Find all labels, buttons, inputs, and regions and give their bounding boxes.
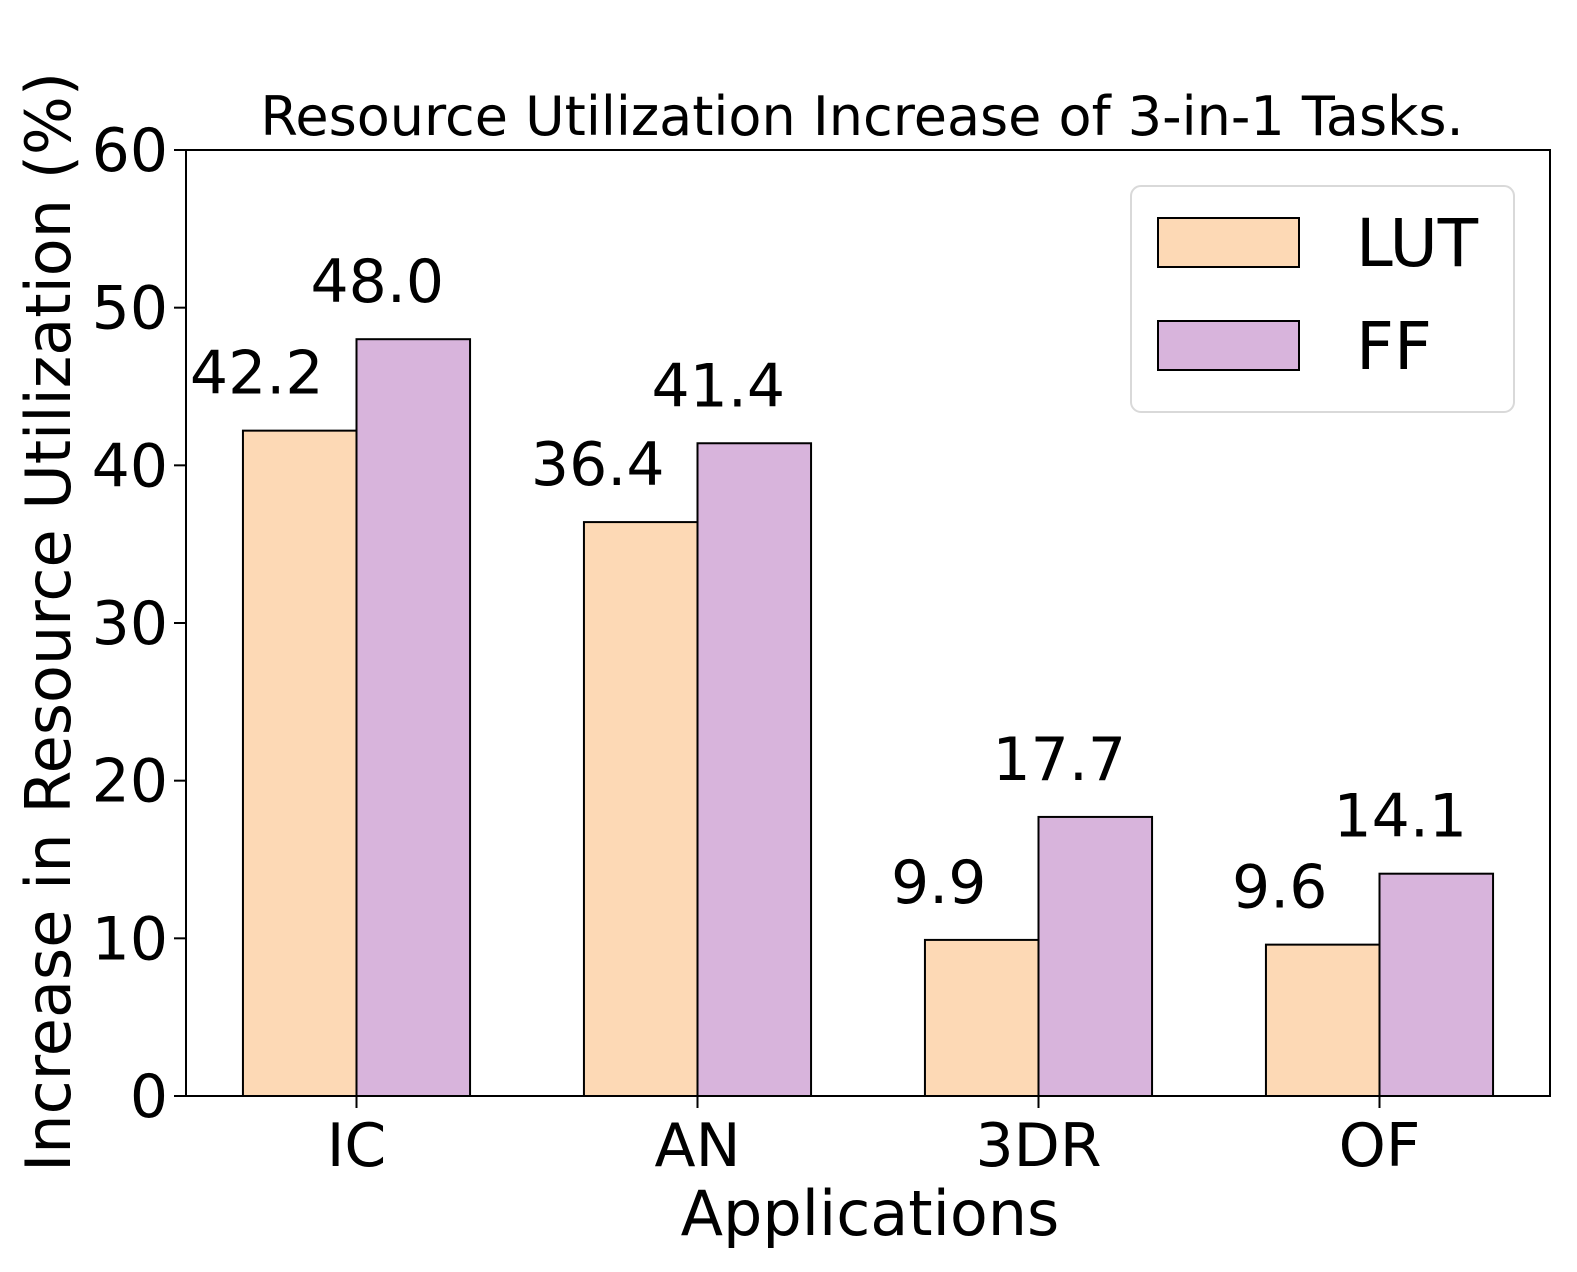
bar-lut-3dr: [923, 938, 1040, 1097]
x-tick-label-an: AN: [655, 1111, 741, 1181]
legend-label-lut: LUT: [1356, 205, 1479, 282]
bar-ff-an: [696, 442, 813, 1097]
y-axis-ticks: 0 10 20 30 40 50 60: [92, 116, 186, 1132]
bar-label-lut-an: 36.4: [531, 430, 665, 500]
legend-label-ff: FF: [1356, 308, 1432, 385]
bar-labels-group: 42.2 48.0 36.4 41.4 9.917.7 9.614.1: [190, 247, 1467, 922]
y-tick-label: 10: [92, 904, 168, 974]
bar-lut-of: [1264, 943, 1381, 1098]
x-axis-label: Applications: [681, 1177, 1060, 1250]
bars-group: [241, 338, 1495, 1098]
bar-label-ff-of: 14.1: [1333, 782, 1467, 852]
y-tick-label: 40: [92, 431, 168, 501]
bar-label-lut-ic: 42.2: [190, 339, 324, 409]
plot-frame: [185, 149, 1551, 1097]
x-axis-ticks: IC AN 3DR OF: [327, 1096, 1421, 1181]
y-tick-label: 60: [92, 116, 168, 186]
y-tick-label: 0: [130, 1062, 168, 1132]
y-axis-label: Increase in Resource Utilization (%): [12, 72, 85, 1172]
bar-ff-of: [1378, 872, 1495, 1097]
x-tick-label-3dr: 3DR: [975, 1111, 1101, 1181]
bar-lut-ic: [241, 429, 358, 1097]
bar-label-ff-an: 41.4: [651, 351, 785, 421]
y-tick-label: 50: [92, 274, 168, 344]
bar-lut-an: [582, 521, 699, 1097]
bar-label-ff-ic: 48.0: [310, 247, 444, 317]
bar-label-ff-3dr: 17.7: [992, 725, 1126, 795]
legend-swatch-lut: [1157, 217, 1300, 268]
bar-ff-ic: [355, 338, 472, 1097]
chart-title: Resource Utilization Increase of 3-in-1 …: [260, 85, 1463, 148]
y-tick-label: 30: [92, 589, 168, 659]
legend: LUT FF: [1130, 185, 1515, 413]
x-tick-label-of: OF: [1339, 1111, 1421, 1181]
bar-label-lut-of: 9.6: [1232, 853, 1327, 923]
bar-label-lut-3dr: 9.9: [891, 848, 986, 918]
y-tick-label: 20: [92, 747, 168, 817]
bar-ff-3dr: [1037, 815, 1154, 1097]
legend-swatch-ff: [1157, 320, 1300, 371]
x-tick-label-ic: IC: [327, 1111, 387, 1181]
